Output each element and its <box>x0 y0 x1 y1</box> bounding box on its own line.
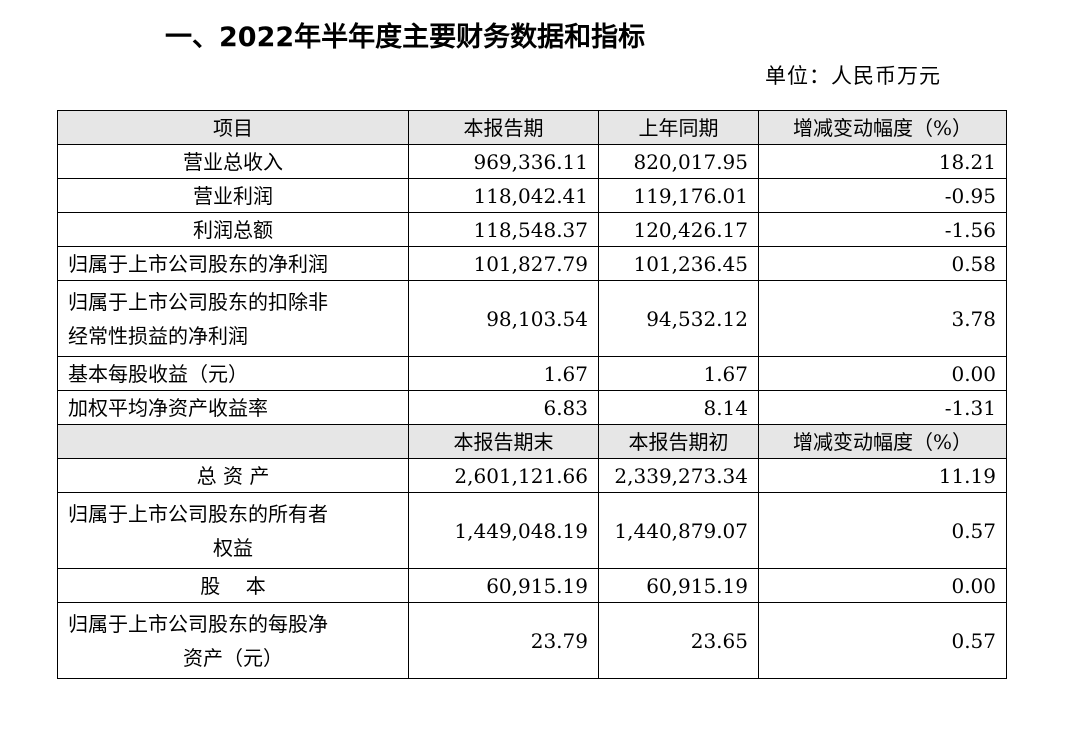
row-prior: 8.14 <box>598 390 759 425</box>
row-change: 0.00 <box>758 356 1007 391</box>
table-row: 营业利润 118,042.41 119,176.01 -0.95 <box>57 178 1007 213</box>
row-prior: 1,440,879.07 <box>598 492 759 569</box>
row-label: 营业利润 <box>57 178 409 213</box>
row-change: 0.00 <box>758 568 1007 603</box>
row-current: 118,548.37 <box>408 212 599 247</box>
row-current: 101,827.79 <box>408 246 599 281</box>
unit-note: 单位：人民币万元 <box>765 64 941 88</box>
row-label-line2: 资产（元） <box>183 645 283 670</box>
row-label: 基本每股收益（元） <box>57 356 409 391</box>
row-prior: 1.67 <box>598 356 759 391</box>
row-current: 23.79 <box>408 602 599 679</box>
row-change: 18.21 <box>758 144 1007 179</box>
table-row: 股 本 60,915.19 60,915.19 0.00 <box>57 568 1007 603</box>
row-change: 0.57 <box>758 602 1007 679</box>
table-row: 基本每股收益（元） 1.67 1.67 0.00 <box>57 356 1007 391</box>
row-current: 118,042.41 <box>408 178 599 213</box>
table-row: 营业总收入 969,336.11 820,017.95 18.21 <box>57 144 1007 179</box>
row-label-line1: 归属于上市公司股东的每股净 <box>68 611 328 636</box>
row-current: 6.83 <box>408 390 599 425</box>
row-change: -0.95 <box>758 178 1007 213</box>
row-label: 归属于上市公司股东的每股净 资产（元） <box>57 602 409 679</box>
table-row: 加权平均净资产收益率 6.83 8.14 -1.31 <box>57 390 1007 425</box>
subheader-change: 增减变动幅度（%） <box>758 424 1007 459</box>
row-change: 11.19 <box>758 458 1007 493</box>
row-current: 1,449,048.19 <box>408 492 599 569</box>
table-row: 归属于上市公司股东的每股净 资产（元） 23.79 23.65 0.57 <box>57 602 1007 679</box>
row-prior: 2,339,273.34 <box>598 458 759 493</box>
table-row: 归属于上市公司股东的净利润 101,827.79 101,236.45 0.58 <box>57 246 1007 281</box>
row-label: 归属于上市公司股东的所有者 权益 <box>57 492 409 569</box>
header-item: 项目 <box>57 110 409 145</box>
table-row: 归属于上市公司股东的所有者 权益 1,449,048.19 1,440,879.… <box>57 492 1007 569</box>
table-subheader-row: 本报告期末 本报告期初 增减变动幅度（%） <box>57 424 1007 459</box>
row-label: 股 本 <box>57 568 409 603</box>
row-prior: 120,426.17 <box>598 212 759 247</box>
row-prior: 23.65 <box>598 602 759 679</box>
row-change: 0.57 <box>758 492 1007 569</box>
row-label-line1: 归属于上市公司股东的扣除非 <box>68 289 328 314</box>
row-label-line2: 权益 <box>213 535 253 560</box>
table-row: 利润总额 118,548.37 120,426.17 -1.56 <box>57 212 1007 247</box>
row-change: -1.56 <box>758 212 1007 247</box>
table-row: 归属于上市公司股东的扣除非 经常性损益的净利润 98,103.54 94,532… <box>57 280 1007 357</box>
row-current: 2,601,121.66 <box>408 458 599 493</box>
row-label: 总 资 产 <box>57 458 409 493</box>
row-prior: 119,176.01 <box>598 178 759 213</box>
row-label: 营业总收入 <box>57 144 409 179</box>
row-label: 加权平均净资产收益率 <box>57 390 409 425</box>
row-current: 1.67 <box>408 356 599 391</box>
row-change: 0.58 <box>758 246 1007 281</box>
financial-data-table: 项目 本报告期 上年同期 增减变动幅度（%） 营业总收入 969,336.11 … <box>57 110 1007 679</box>
row-prior: 94,532.12 <box>598 280 759 357</box>
row-change: 3.78 <box>758 280 1007 357</box>
table-row: 总 资 产 2,601,121.66 2,339,273.34 11.19 <box>57 458 1007 493</box>
row-prior: 820,017.95 <box>598 144 759 179</box>
page-title: 一、2022年半年度主要财务数据和指标 <box>165 22 646 53</box>
row-label: 归属于上市公司股东的扣除非 经常性损益的净利润 <box>57 280 409 357</box>
row-label-line2: 经常性损益的净利润 <box>68 323 248 348</box>
row-current: 60,915.19 <box>408 568 599 603</box>
row-current: 98,103.54 <box>408 280 599 357</box>
header-change: 增减变动幅度（%） <box>758 110 1007 145</box>
row-change: -1.31 <box>758 390 1007 425</box>
row-label: 归属于上市公司股东的净利润 <box>57 246 409 281</box>
row-label: 利润总额 <box>57 212 409 247</box>
subheader-item <box>57 424 409 459</box>
header-current-period: 本报告期 <box>408 110 599 145</box>
subheader-period-end: 本报告期末 <box>408 424 599 459</box>
subheader-period-start: 本报告期初 <box>598 424 759 459</box>
row-label-line1: 归属于上市公司股东的所有者 <box>68 501 328 526</box>
header-prior-period: 上年同期 <box>598 110 759 145</box>
table-header-row: 项目 本报告期 上年同期 增减变动幅度（%） <box>57 110 1007 145</box>
row-current: 969,336.11 <box>408 144 599 179</box>
row-prior: 60,915.19 <box>598 568 759 603</box>
row-prior: 101,236.45 <box>598 246 759 281</box>
